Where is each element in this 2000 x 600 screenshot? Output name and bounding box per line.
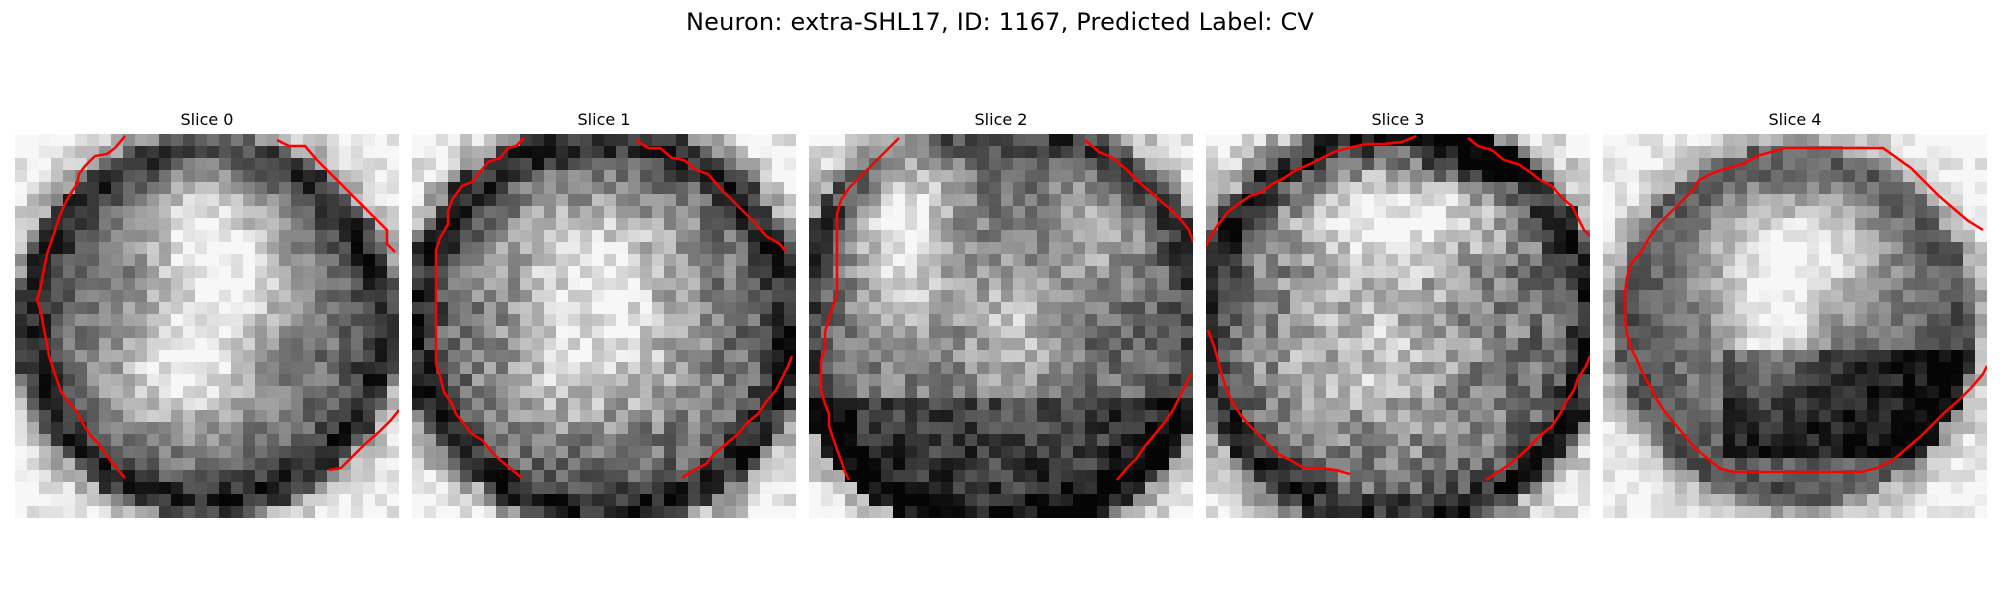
contour-line [1467, 137, 1590, 237]
slice-image [412, 134, 796, 518]
slice-panel-0: Slice 0 [15, 110, 399, 518]
slice-title: Slice 2 [974, 110, 1028, 129]
contour-line [635, 138, 787, 253]
contour-line [681, 355, 794, 480]
slice-panel-2: Slice 2 [809, 110, 1193, 518]
contour-line [1084, 139, 1193, 243]
contour-line [819, 137, 900, 481]
contour-line [1623, 146, 1987, 474]
figure-title: Neuron: extra-SHL17, ID: 1167, Predicted… [685, 8, 1315, 36]
contour-line [35, 135, 126, 479]
slice-title: Slice 1 [577, 110, 631, 129]
slice-title: Slice 0 [180, 110, 234, 129]
contour-line [434, 137, 525, 479]
contour-line [1206, 134, 1417, 247]
contour-line [1206, 329, 1351, 476]
slice-image [809, 134, 1193, 518]
slice-panel-4: Slice 4 [1603, 110, 1987, 518]
slice-image [15, 134, 399, 518]
slice-image [1603, 134, 1987, 518]
slice-panel-1: Slice 1 [412, 110, 796, 518]
slice-title: Slice 4 [1768, 110, 1822, 129]
slice-panel-3: Slice 3 [1206, 110, 1590, 518]
slice-image [1206, 134, 1590, 518]
contour-line [276, 138, 396, 253]
contour-line [1116, 373, 1193, 481]
contour-line [328, 409, 399, 472]
slice-title: Slice 3 [1371, 110, 1425, 129]
contour-line [1485, 355, 1590, 482]
